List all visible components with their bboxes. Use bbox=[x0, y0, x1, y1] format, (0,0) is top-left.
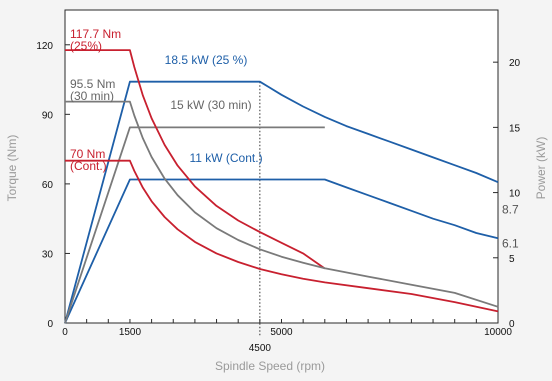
series-line-4 bbox=[65, 49, 326, 270]
y-left-tick-label: 30 bbox=[42, 249, 54, 260]
y-right-tick-label: 15 bbox=[509, 123, 521, 134]
curve-annotation: 11 kW (Cont.) bbox=[189, 151, 262, 165]
plot-area bbox=[64, 9, 499, 324]
annotation-layer: 117.7 Nm(25%) 18.5 kW (25 %) 95.5 Nm(30 mi… bbox=[70, 27, 263, 173]
y-right-tick-label: 5 bbox=[509, 254, 515, 265]
y-axis-left-title: Torque (Nm) bbox=[5, 135, 19, 202]
series-line-3 bbox=[64, 126, 325, 324]
marker-layer: 4500 bbox=[249, 81, 272, 354]
curve-annotation: 95.5 Nm bbox=[70, 77, 115, 91]
y-right-tick-label: 0 bbox=[509, 319, 515, 330]
series-line-5 bbox=[65, 100, 499, 308]
y-left-tick-label: 90 bbox=[42, 110, 54, 121]
y-axis-right-title: Power (kW) bbox=[534, 137, 548, 200]
x-tick-label: 5000 bbox=[270, 327, 293, 338]
tick-layer: 0 30 60 90 120 0 5 10 15 20 8.7 6.1 0 1500 5000 10000 bbox=[36, 41, 520, 338]
speed-marker-label: 4500 bbox=[249, 343, 272, 354]
y-right-tick-label: 10 bbox=[509, 189, 521, 200]
curve-annotation: (25%) bbox=[70, 39, 102, 53]
x-axis-title: Spindle Speed (rpm) bbox=[215, 359, 325, 373]
series-line-1 bbox=[64, 80, 499, 324]
curve-annotation: 18.5 kW (25 %) bbox=[165, 53, 248, 67]
y-left-tick-label: 120 bbox=[36, 41, 53, 52]
curve-annotation: 70 Nm bbox=[70, 147, 105, 161]
curve-annotation: (30 min) bbox=[70, 89, 114, 103]
y-right-value-label: 8.7 bbox=[502, 203, 519, 217]
curve-annotation: 15 kW (30 min) bbox=[170, 98, 251, 112]
series-layer bbox=[64, 49, 499, 324]
y-left-tick-label: 0 bbox=[47, 319, 53, 330]
y-right-tick-label: 20 bbox=[509, 58, 521, 69]
x-tick-label: 0 bbox=[62, 327, 68, 338]
y-left-tick-label: 60 bbox=[42, 180, 54, 191]
curve-annotation: (Cont.) bbox=[70, 159, 107, 173]
y-right-value-label: 6.1 bbox=[502, 236, 519, 250]
curve-annotation: 117.7 Nm bbox=[70, 27, 121, 41]
series-line-6 bbox=[65, 159, 499, 313]
x-tick-label: 10000 bbox=[484, 327, 512, 338]
x-tick-label: 1500 bbox=[119, 327, 142, 338]
series-line-2 bbox=[64, 178, 499, 324]
